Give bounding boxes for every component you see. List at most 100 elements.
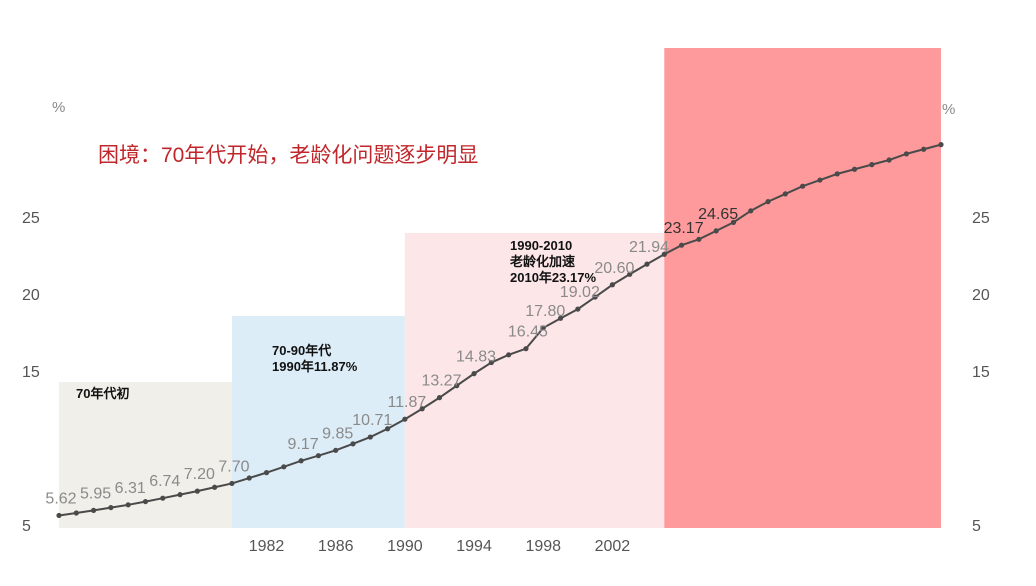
y-tick-right-5: 5 bbox=[972, 518, 981, 535]
period-region-3 bbox=[404, 233, 665, 528]
data-point-2021 bbox=[938, 142, 944, 148]
chart-title: 困境：70年代开始，老龄化问题逐步明显 bbox=[98, 144, 478, 167]
region-annotation-1-line-1: 70年代初 bbox=[76, 386, 129, 401]
data-label-1970: 5.62 bbox=[45, 490, 76, 507]
x-tick-1994: 1994 bbox=[456, 538, 492, 555]
data-point-2001 bbox=[592, 294, 598, 300]
data-label-2000: 19.02 bbox=[560, 284, 600, 301]
data-label-1994: 14.83 bbox=[456, 349, 496, 366]
data-label-1972: 5.95 bbox=[80, 485, 111, 502]
data-point-2015 bbox=[834, 171, 840, 177]
data-point-2012 bbox=[782, 191, 788, 197]
data-point-1970 bbox=[56, 512, 62, 519]
data-point-1990 bbox=[402, 416, 408, 422]
data-labels: 5.62 5.95 6.31 6.74 7.20 7.70 9.179.8510.7111.… bbox=[45, 206, 738, 508]
data-point-1982 bbox=[263, 470, 270, 476]
data-point-1996 bbox=[506, 352, 512, 358]
data-point-1978 bbox=[194, 488, 200, 494]
period-regions bbox=[59, 48, 941, 528]
data-point-1972 bbox=[90, 507, 97, 513]
data-point-1995 bbox=[488, 359, 494, 366]
data-label-1974: 6.31 bbox=[115, 480, 146, 497]
data-label-2006: 23.17 bbox=[664, 220, 704, 237]
data-point-2017 bbox=[869, 162, 875, 168]
x-tick-1982: 1982 bbox=[249, 538, 285, 555]
data-point-2005 bbox=[661, 251, 667, 257]
data-point-1985 bbox=[315, 453, 322, 459]
data-point-2000 bbox=[575, 306, 581, 312]
data-point-2003 bbox=[627, 271, 633, 277]
region-annotation-2-line-2: 1990年11.87% bbox=[272, 359, 358, 374]
data-point-1997 bbox=[523, 346, 529, 352]
data-label-1992: 13.27 bbox=[421, 373, 461, 390]
data-point-1979 bbox=[212, 484, 218, 490]
data-point-2007 bbox=[696, 236, 702, 242]
axes: 5 5 15 15 20 20 25 25 1982 1986 1990 1994 1998 2002 bbox=[22, 210, 990, 555]
y-axis-unit-left: % bbox=[52, 99, 65, 116]
region-annotation-2-line-1: 70-90年代 bbox=[272, 343, 331, 358]
data-label-1984: 9.17 bbox=[288, 436, 319, 453]
data-label-1997: 16.45 bbox=[508, 324, 548, 341]
data-point-2019 bbox=[903, 151, 910, 157]
data-label-1976: 6.74 bbox=[149, 473, 180, 490]
data-label-1978: 7.20 bbox=[184, 466, 215, 483]
x-tick-1986: 1986 bbox=[318, 538, 354, 555]
data-point-2004 bbox=[644, 261, 650, 267]
data-point-1980 bbox=[229, 480, 235, 487]
data-point-2010 bbox=[748, 208, 754, 214]
data-point-2006 bbox=[678, 242, 685, 248]
data-point-1984 bbox=[298, 458, 304, 464]
data-point-2020 bbox=[921, 146, 927, 152]
series-line-group bbox=[56, 142, 944, 519]
data-point-2013 bbox=[800, 183, 806, 189]
data-point-1986 bbox=[333, 447, 339, 453]
data-point-1991 bbox=[419, 406, 425, 412]
region-annotation-3-line-1: 1990-2010 bbox=[510, 238, 572, 253]
data-point-2008 bbox=[713, 228, 719, 234]
data-point-1998 bbox=[540, 325, 546, 331]
period-region-4 bbox=[664, 48, 941, 528]
data-label-1988: 10.71 bbox=[352, 412, 392, 429]
data-label-2002: 20.60 bbox=[594, 260, 634, 277]
data-point-2016 bbox=[851, 166, 858, 172]
data-point-1974 bbox=[125, 502, 131, 508]
data-point-1973 bbox=[108, 504, 114, 511]
data-point-1976 bbox=[160, 495, 166, 501]
data-point-1993 bbox=[454, 383, 460, 389]
data-label-1998: 17.80 bbox=[525, 303, 565, 320]
region-annotation-3-line-2: 老龄化加速 bbox=[509, 254, 575, 269]
x-tick-1990: 1990 bbox=[387, 538, 423, 555]
y-tick-left-20: 20 bbox=[22, 287, 40, 304]
y-tick-left-25: 25 bbox=[22, 210, 40, 227]
y-tick-left-5: 5 bbox=[22, 518, 31, 535]
y-tick-left-15: 15 bbox=[22, 364, 40, 381]
data-point-1999 bbox=[557, 315, 564, 321]
period-region-2 bbox=[231, 316, 405, 528]
y-axis-unit-right: % bbox=[942, 101, 955, 118]
data-point-1988 bbox=[367, 434, 373, 440]
data-point-1992 bbox=[436, 395, 443, 401]
data-point-2002 bbox=[609, 282, 616, 288]
series-line-1 bbox=[58, 143, 942, 517]
data-label-2008: 24.65 bbox=[698, 206, 738, 223]
y-tick-right-15: 15 bbox=[972, 364, 990, 381]
region-annotation-3-line-3: 2010年23.17% bbox=[510, 270, 596, 285]
data-point-1975 bbox=[142, 498, 149, 505]
data-point-2009 bbox=[730, 219, 737, 225]
data-point-1987 bbox=[350, 441, 356, 447]
data-point-1981 bbox=[246, 475, 252, 481]
period-region-1 bbox=[59, 382, 232, 528]
data-label-1990: 11.87 bbox=[387, 394, 426, 411]
data-label-2004: 21.94 bbox=[629, 239, 669, 256]
x-tick-1998: 1998 bbox=[525, 538, 561, 555]
data-point-1983 bbox=[281, 464, 287, 470]
data-point-1971 bbox=[73, 510, 79, 516]
data-point-2011 bbox=[765, 199, 771, 205]
data-point-2014 bbox=[817, 177, 823, 183]
data-point-1989 bbox=[384, 426, 391, 432]
y-tick-right-20: 20 bbox=[972, 287, 990, 304]
data-point-1977 bbox=[177, 492, 183, 498]
x-tick-2002: 2002 bbox=[595, 538, 631, 555]
